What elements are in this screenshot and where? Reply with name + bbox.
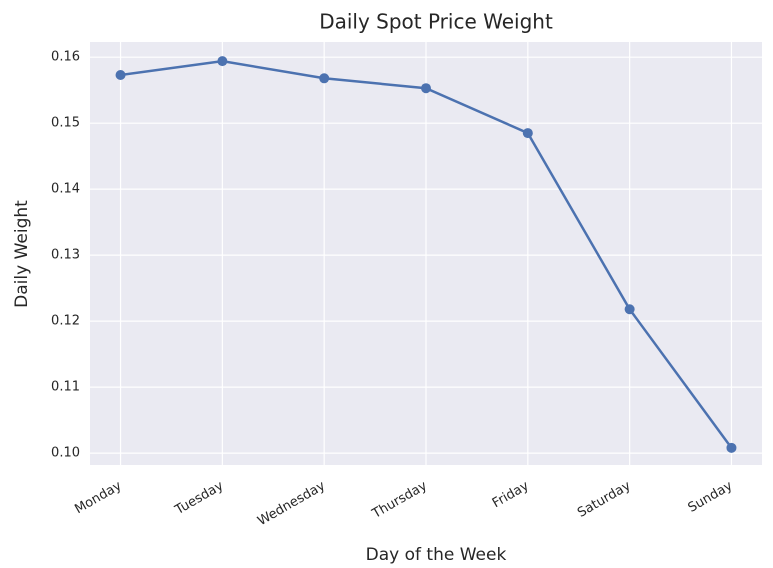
chart-title: Daily Spot Price Weight (319, 10, 553, 34)
y-tick-label: 0.13 (51, 248, 80, 263)
x-axis-label: Day of the Week (366, 545, 507, 565)
x-tick-label: Friday (490, 478, 532, 511)
y-tick-label: 0.15 (51, 116, 80, 131)
marker (726, 442, 737, 453)
x-tick-label: Tuesday (172, 478, 226, 518)
marker (421, 83, 431, 94)
y-tick-label: 0.16 (51, 50, 80, 65)
marker (217, 56, 228, 67)
x-tick-label: Saturday (575, 478, 633, 520)
marker (624, 304, 635, 315)
x-tick-label: Wednesday (255, 478, 328, 529)
marker (115, 69, 126, 80)
y-axis-label: Daily Weight (12, 200, 32, 308)
y-tick-label: 0.12 (51, 314, 80, 329)
x-tick-label: Thursday (369, 478, 430, 522)
y-tick-label: 0.11 (51, 380, 80, 395)
y-tick-label: 0.10 (51, 446, 80, 461)
marker (522, 128, 533, 139)
x-tick-label: Sunday (686, 478, 736, 515)
y-tick-label: 0.14 (51, 182, 80, 197)
marker (319, 73, 330, 84)
x-tick-label: Monday (72, 478, 124, 517)
